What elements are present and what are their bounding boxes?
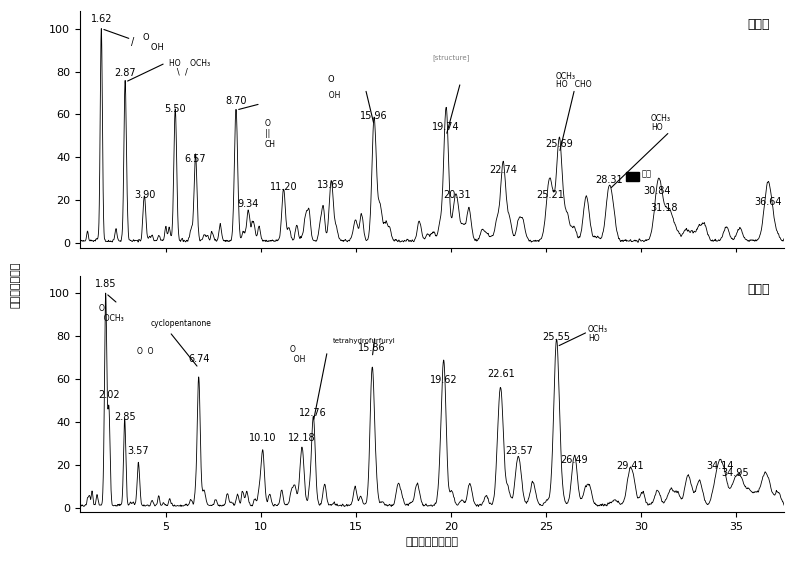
- Text: HO    OCH₃: HO OCH₃: [170, 59, 210, 68]
- X-axis label: 保留时间（分钟）: 保留时间（分钟）: [406, 537, 458, 547]
- Text: O  O: O O: [137, 347, 154, 356]
- Text: 26.49: 26.49: [561, 455, 588, 465]
- Text: 反应前: 反应前: [747, 18, 770, 31]
- Text: OCH₃: OCH₃: [588, 325, 608, 335]
- Text: 10.10: 10.10: [249, 434, 277, 443]
- Text: O
  OCH₃: O OCH₃: [99, 304, 124, 323]
- Text: 5.50: 5.50: [164, 105, 186, 114]
- Text: 2.02: 2.02: [98, 390, 120, 401]
- Text: 12.76: 12.76: [299, 407, 327, 418]
- Text: O: O: [327, 75, 334, 84]
- Text: 2.87: 2.87: [114, 68, 136, 78]
- Text: 相对丰度（％）: 相对丰度（％）: [11, 261, 21, 308]
- Text: 29.41: 29.41: [616, 461, 644, 471]
- Text: 25.55: 25.55: [542, 332, 570, 343]
- Text: 反应后: 反应后: [747, 283, 770, 296]
- Text: 9.34: 9.34: [238, 199, 259, 209]
- Text: 6.57: 6.57: [185, 154, 206, 164]
- Text: 15.86: 15.86: [358, 343, 386, 353]
- Text: OH: OH: [323, 91, 340, 100]
- Text: cyclopentanone: cyclopentanone: [150, 319, 211, 328]
- Text: 19.62: 19.62: [430, 376, 458, 385]
- Text: O
   OH: O OH: [142, 33, 164, 52]
- Text: 13.69: 13.69: [318, 180, 345, 189]
- Text: 36.64: 36.64: [754, 197, 782, 207]
- Text: 8.70: 8.70: [226, 96, 246, 106]
- Text: 6.74: 6.74: [188, 354, 210, 364]
- Text: 20.31: 20.31: [443, 191, 470, 200]
- Text: 11.20: 11.20: [270, 182, 298, 192]
- Text: 34.14: 34.14: [706, 461, 734, 471]
- Text: 15.96: 15.96: [360, 111, 388, 121]
- Text: 31.18: 31.18: [650, 203, 678, 213]
- Text: OCH₃: OCH₃: [556, 72, 576, 80]
- Text: 25.21: 25.21: [536, 191, 564, 200]
- Text: 30.84: 30.84: [643, 186, 671, 196]
- Text: 19.74: 19.74: [432, 122, 460, 131]
- Text: OCH₃: OCH₃: [651, 114, 671, 123]
- Text: 3.90: 3.90: [134, 191, 155, 200]
- Text: 25.69: 25.69: [546, 139, 573, 149]
- Text: 1.62: 1.62: [90, 14, 112, 24]
- Text: 22.61: 22.61: [487, 369, 514, 379]
- Text: HO: HO: [651, 123, 662, 132]
- Text: 3.57: 3.57: [128, 446, 150, 456]
- Text: \  /: \ /: [170, 67, 188, 76]
- Bar: [626, 172, 639, 181]
- Text: 12.18: 12.18: [289, 434, 316, 443]
- Text: 1.85: 1.85: [95, 279, 117, 289]
- Text: 猫炎: 猫炎: [642, 170, 651, 179]
- Text: 23.57: 23.57: [505, 446, 533, 456]
- Text: tetrahydrofurfuryl: tetrahydrofurfuryl: [333, 338, 396, 344]
- Text: HO   CHO: HO CHO: [556, 80, 591, 89]
- Text: O
||
CH: O || CH: [265, 119, 275, 149]
- Text: [structure]: [structure]: [432, 54, 470, 61]
- Text: 22.74: 22.74: [490, 164, 517, 175]
- Text: 34.95: 34.95: [722, 468, 750, 478]
- Text: 2.85: 2.85: [114, 412, 135, 422]
- Text: O
  OH: O OH: [290, 345, 306, 364]
- Text: /: /: [131, 37, 134, 47]
- Text: HO: HO: [588, 334, 600, 343]
- Text: 28.31: 28.31: [595, 175, 623, 185]
